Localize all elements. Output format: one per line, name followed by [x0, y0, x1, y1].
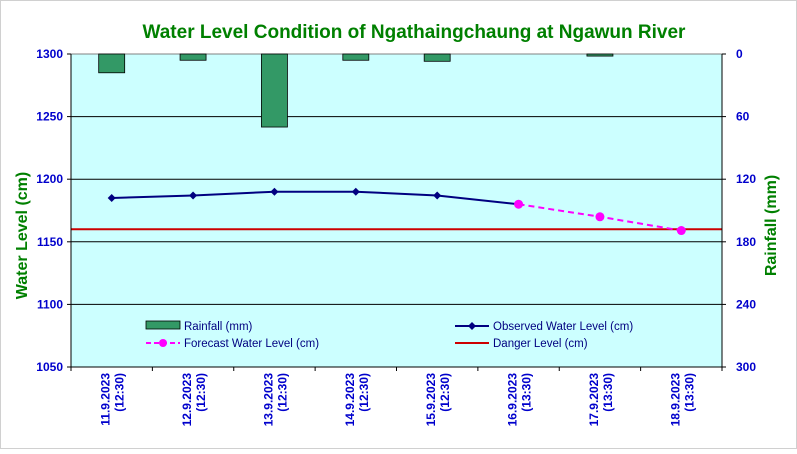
legend-swatch: [145, 320, 181, 330]
x-tick-time: (13:30): [601, 373, 615, 412]
observed-point: [433, 191, 442, 200]
x-tick-time: (12:30): [113, 373, 127, 412]
legend-item: Observed Water Level (cm): [455, 321, 633, 333]
y2-tick-label: 240: [736, 297, 756, 311]
legend-marker: [159, 339, 167, 347]
observed-point: [189, 191, 198, 200]
x-tick-label: 15.9.2023(12:30): [424, 373, 452, 427]
x-tick-time: (13:30): [520, 373, 534, 412]
y-tick-label: 1300: [36, 47, 63, 61]
rainfall-bar: [423, 53, 451, 62]
observed-point: [270, 187, 279, 196]
rainfall-bars: [98, 53, 614, 128]
plot-area: [70, 53, 723, 368]
x-tick-date: 12.9.2023: [180, 373, 194, 427]
gridlines: [71, 116, 722, 305]
x-tick-date: 11.9.2023: [99, 373, 113, 426]
observed-point: [107, 193, 116, 202]
legend-marker: [468, 322, 476, 330]
y2-tick-label: 60: [736, 110, 750, 124]
x-tick-time: (12:30): [194, 373, 208, 412]
legend-label: Rainfall (mm): [184, 321, 253, 333]
x-tick-time: (13:30): [682, 373, 696, 412]
y-tick-label: 1050: [36, 360, 63, 374]
forecast-point: [676, 226, 686, 236]
x-tick-label: 13.9.2023(12:30): [261, 373, 289, 427]
forecast-point: [514, 199, 524, 209]
y2-tick-label: 0: [736, 47, 743, 61]
y-tick-label: 1100: [37, 297, 63, 311]
observed-water-level-line: [111, 190, 519, 206]
x-tick-label: 14.9.2023(12:30): [343, 373, 371, 427]
y-tick-label: 1150: [37, 235, 63, 249]
x-tick-date: 15.9.2023: [424, 373, 438, 427]
x-tick-label: 17.9.2023(13:30): [587, 373, 615, 427]
x-tick-label: 16.9.2023(13:30): [506, 373, 534, 427]
y2-tick-label: 300: [736, 360, 756, 374]
x-tick-label: 18.9.2023(13:30): [668, 373, 696, 427]
x-tick-date: 16.9.2023: [506, 373, 520, 427]
y-axis-title: Water Level (cm): [14, 172, 31, 299]
y2-axis-title: Rainfall (mm): [763, 175, 780, 276]
x-tick-label: 11.9.2023(12:30): [99, 373, 127, 426]
y2-tick-label: 180: [736, 235, 756, 249]
rainfall-bar: [98, 53, 126, 74]
rainfall-bar: [261, 53, 288, 128]
rainfall-bar: [179, 53, 207, 61]
x-tick-date: 13.9.2023: [261, 373, 275, 427]
rainfall-bar: [342, 53, 370, 61]
legend-label: Danger Level (cm): [493, 338, 588, 350]
water-level-lines: [71, 187, 722, 236]
x-tick-date: 17.9.2023: [587, 373, 601, 427]
y-tick-label: 1250: [36, 110, 63, 124]
rainfall-bar: [586, 53, 614, 57]
axes: 1050 1100 1150 1200 1250 1300 0 60 120 180 240 300 1…: [36, 47, 756, 426]
legend: Rainfall (mm) Observed Water Level (cm) Fo…: [145, 320, 633, 350]
legend-item: Danger Level (cm): [455, 338, 588, 350]
x-tick-time: (12:30): [357, 373, 371, 412]
x-tick-label: 12.9.2023(12:30): [180, 373, 208, 427]
x-tick-time: (12:30): [275, 373, 289, 412]
chart-title: Water Level Condition of Ngathaingchaung…: [143, 22, 687, 43]
x-tick-date: 18.9.2023: [668, 373, 682, 427]
y2-tick-label: 120: [736, 172, 756, 186]
forecast-point: [595, 212, 605, 222]
legend-item: Rainfall (mm): [145, 320, 253, 333]
x-tick-time: (12:30): [438, 373, 452, 412]
y-tick-label: 1200: [36, 172, 63, 186]
observed-point: [351, 187, 360, 196]
legend-item: Forecast Water Level (cm): [146, 338, 319, 350]
legend-label: Forecast Water Level (cm): [184, 338, 319, 350]
x-tick-date: 14.9.2023: [343, 373, 357, 427]
legend-label: Observed Water Level (cm): [493, 321, 633, 333]
